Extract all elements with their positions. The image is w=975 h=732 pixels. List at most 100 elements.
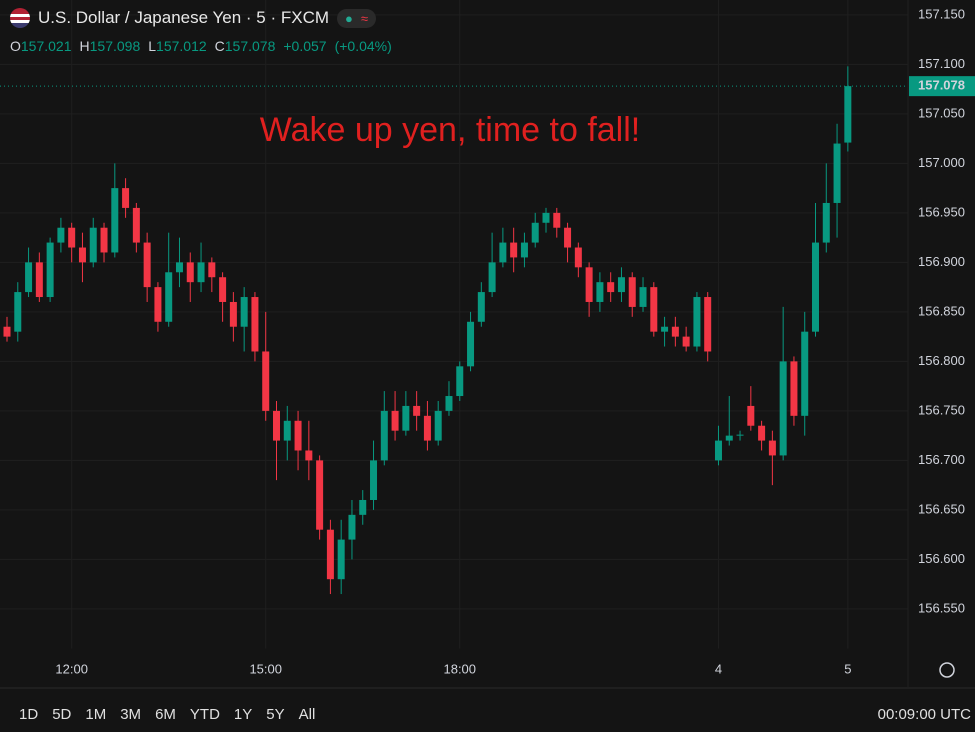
candle-body (488, 262, 496, 293)
y-tick-label: 156.550 (918, 600, 965, 615)
candle-body (14, 292, 22, 332)
range-button[interactable]: YTD (189, 705, 220, 723)
candle-body (316, 460, 324, 530)
candle-body (812, 242, 819, 332)
y-tick-label: 156.950 (918, 204, 965, 219)
candle-body (682, 336, 690, 347)
change: +0.057 (283, 38, 327, 54)
y-tick-label: 156.600 (918, 551, 965, 566)
x-tick-label: 5 (844, 661, 851, 676)
candle-body (736, 434, 744, 436)
candle-body (154, 287, 162, 322)
candle-body (273, 410, 280, 441)
x-tick-label: 15:00 (249, 661, 282, 676)
candle-body (542, 212, 550, 223)
candle-body (305, 450, 313, 461)
bottom-toolbar: 00:09:00 UTC 1D 5D 1M 3M 6M YTD 1Y 5Y All (0, 700, 975, 728)
candle-body (68, 227, 76, 248)
candle-body (229, 301, 237, 327)
range-button[interactable]: 6M (155, 705, 176, 723)
candle-body (413, 405, 421, 416)
candle-body (564, 227, 572, 248)
status-pill[interactable]: ● ≈ (337, 8, 377, 28)
candle-body (348, 514, 356, 540)
y-tick-label: 156.850 (918, 303, 965, 318)
candle-body (240, 297, 248, 327)
range-button[interactable]: 1D (19, 705, 39, 723)
ohlc-key: O (10, 38, 21, 54)
y-tick-label: 156.750 (918, 402, 965, 417)
candle-body (46, 242, 54, 298)
candle-body (768, 440, 776, 456)
candle-body (208, 262, 216, 278)
candle-body (790, 361, 798, 416)
candle-body (423, 415, 431, 441)
range-button[interactable]: 1M (85, 705, 107, 723)
candle-body (283, 420, 291, 441)
range-button[interactable]: All (298, 705, 316, 723)
candle-body (650, 287, 658, 332)
candle-body (197, 262, 205, 283)
candle-body (844, 86, 852, 143)
candle-body (186, 262, 194, 283)
flag-icon (10, 8, 30, 28)
candle-body (574, 247, 582, 268)
y-tick-label: 156.700 (918, 452, 965, 467)
candle-body (100, 227, 108, 253)
range-button[interactable]: 5Y (266, 705, 285, 723)
candle-body (326, 529, 334, 580)
candle-body (477, 292, 485, 322)
candle-body (337, 539, 345, 580)
candle-body (661, 326, 669, 332)
candle-body (294, 420, 302, 451)
candle-body (132, 207, 140, 243)
candle-body (531, 222, 539, 243)
header: U.S. Dollar / Japanese Yen · 5 · FXCM ● ≈ (10, 8, 377, 28)
y-tick-label: 156.800 (918, 353, 965, 368)
candle-body (391, 410, 399, 431)
candle-body (143, 242, 151, 288)
candle-body (78, 247, 86, 263)
candle-body (596, 282, 604, 302)
y-tick-label: 157.000 (918, 155, 965, 170)
range-button[interactable]: 3M (120, 705, 142, 723)
y-tick-label: 157.100 (918, 56, 965, 71)
x-tick-label: 18:00 (443, 661, 476, 676)
y-tick-label: 157.150 (918, 6, 965, 21)
candle-body (57, 227, 65, 243)
last-price-label: 157.078 (918, 78, 965, 93)
candle-body (89, 227, 97, 263)
candle-body (725, 435, 733, 441)
last-price-box (909, 76, 975, 97)
candle-body (359, 499, 367, 515)
ohlc-value: 157.021 (20, 38, 72, 54)
settings-icon[interactable] (939, 662, 955, 678)
candle-body (833, 143, 841, 203)
annotation: Wake up yen, time to fall! (260, 111, 640, 149)
candle-body (467, 321, 475, 367)
candle-body (456, 366, 464, 397)
ohlc-value: 157.078 (224, 38, 276, 54)
range-button[interactable]: 5D (52, 705, 72, 723)
candle-body (520, 242, 528, 258)
candle-body (111, 188, 119, 253)
candle-body (445, 396, 453, 411)
y-tick-label: 156.650 (918, 501, 965, 516)
candle-body (122, 188, 130, 208)
candle-body (704, 297, 712, 352)
candle-body (219, 277, 227, 302)
candle-body (585, 267, 593, 302)
candle-body (380, 410, 388, 461)
candle-body (747, 405, 755, 426)
range-button[interactable]: 1Y (233, 705, 253, 723)
candle-body (175, 262, 183, 273)
candle-body (628, 277, 636, 307)
candle-body (165, 272, 173, 322)
clock: 00:09:00 UTC (877, 705, 971, 723)
candle-body (639, 287, 647, 307)
ohlc-legend: O157.021 H157.098 L157.012 C157.078 +0.057 (+… (10, 38, 400, 54)
candle-body (499, 242, 507, 263)
ohlc-key: C (214, 38, 225, 54)
candle-body (617, 277, 625, 293)
candle-body (714, 440, 722, 461)
